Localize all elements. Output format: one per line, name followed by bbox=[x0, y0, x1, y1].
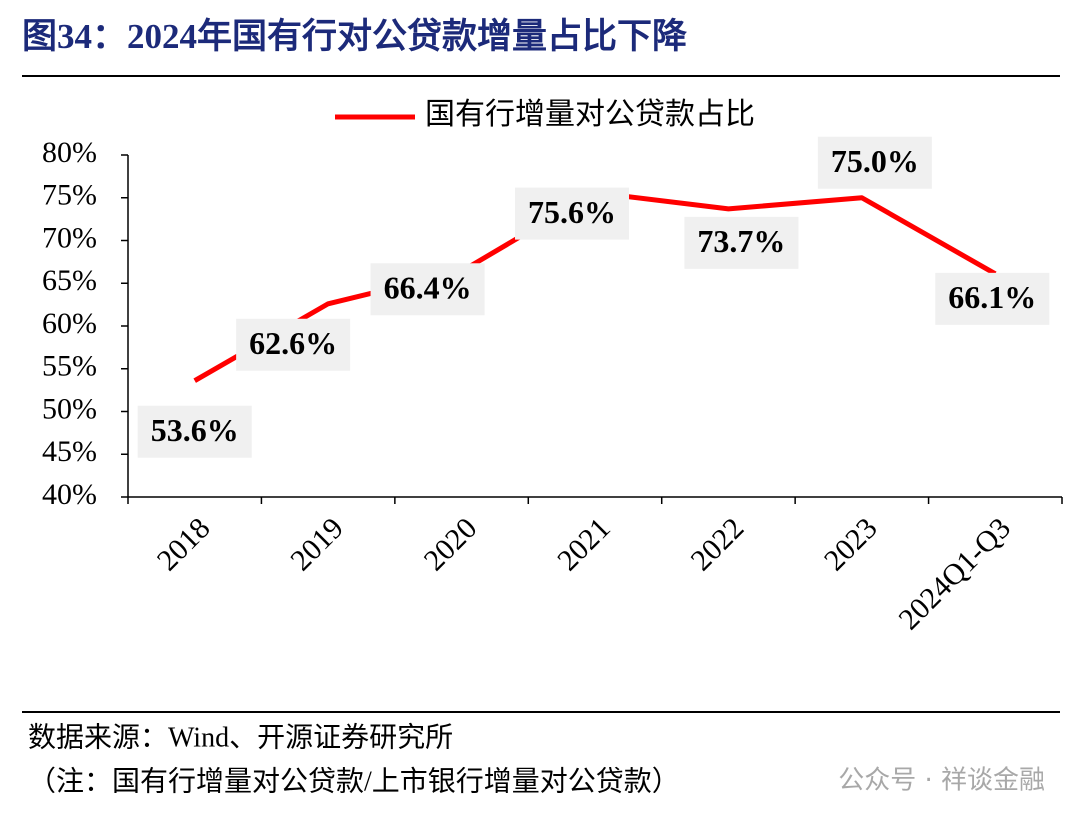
x-tick-label: 2021 bbox=[551, 511, 617, 577]
note: （注：国有行增量对公贷款/上市银行增量对公贷款） bbox=[28, 765, 680, 797]
x-tick-label: 2018 bbox=[151, 511, 217, 577]
y-tick-label: 50% bbox=[42, 392, 97, 425]
y-tick-label: 60% bbox=[42, 307, 97, 340]
y-tick-label: 55% bbox=[42, 350, 97, 383]
value-label-box bbox=[817, 136, 932, 189]
x-tick-label: 2020 bbox=[418, 511, 484, 577]
value-label: 53.6% bbox=[151, 412, 239, 448]
x-tick-label: 2023 bbox=[818, 511, 884, 577]
y-tick-label: 45% bbox=[42, 435, 97, 468]
chart-title: 图34：2024年国有行对公贷款增量占比下降 bbox=[22, 17, 687, 56]
value-label: 75.6% bbox=[528, 194, 616, 230]
y-tick-label: 80% bbox=[42, 136, 97, 169]
y-tick-label: 40% bbox=[42, 478, 97, 511]
y-tick-label: 70% bbox=[42, 221, 97, 254]
y-tick-label: 75% bbox=[42, 179, 97, 212]
value-label-box bbox=[935, 272, 1050, 325]
value-label: 66.1% bbox=[948, 279, 1036, 315]
x-tick-label: 2024Q1-Q3 bbox=[892, 511, 1017, 636]
x-tick-label: 2019 bbox=[284, 511, 350, 577]
source: 数据来源：Wind、开源证券研究所 bbox=[28, 721, 453, 753]
y-tick-label: 65% bbox=[42, 264, 97, 297]
value-label: 75.0% bbox=[831, 143, 919, 179]
value-label-box bbox=[370, 263, 485, 316]
watermark: 公众号 · 祥谈金融 bbox=[838, 766, 1045, 796]
x-tick-label: 2022 bbox=[684, 511, 750, 577]
value-label: 73.7% bbox=[697, 223, 785, 259]
legend-label: 国有行增量对公贷款占比 bbox=[425, 98, 755, 131]
value-label-box bbox=[236, 318, 351, 371]
value-label-box bbox=[515, 187, 629, 240]
value-label-box bbox=[137, 405, 252, 458]
value-label: 62.6% bbox=[249, 325, 337, 361]
value-label-box bbox=[684, 216, 799, 269]
value-label: 66.4% bbox=[384, 270, 472, 306]
